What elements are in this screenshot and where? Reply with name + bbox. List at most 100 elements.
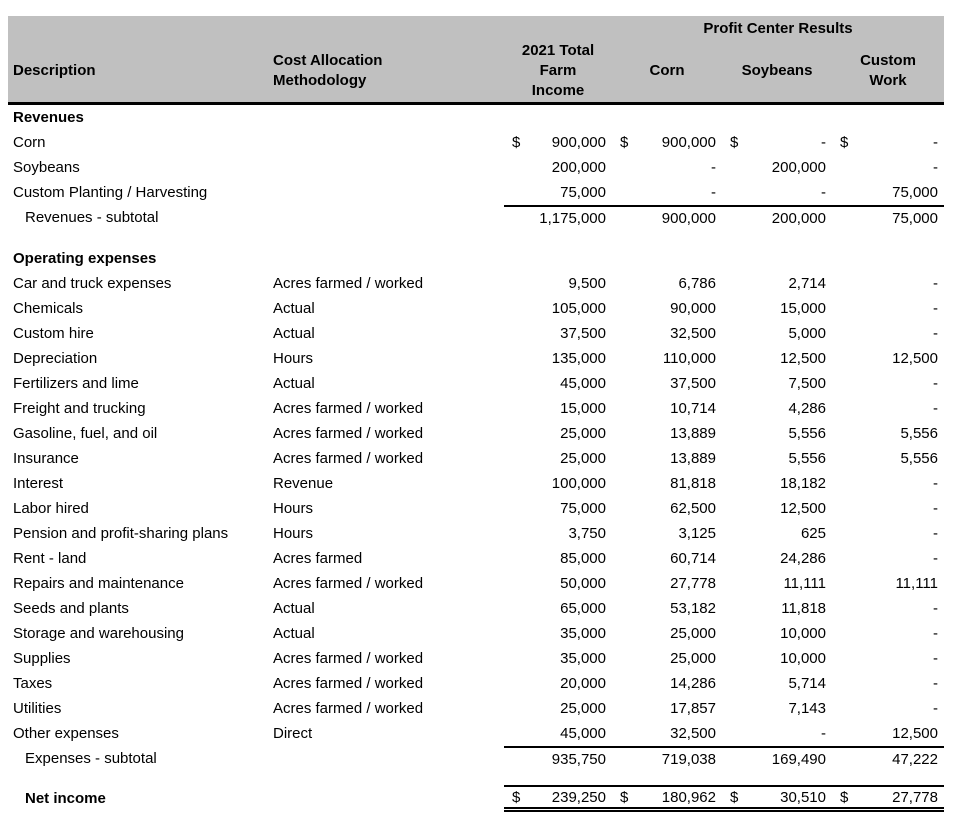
cell-corn: 110,000 [612,346,722,371]
cell-soybeans: 7,143 [722,696,832,721]
cell-value: 6,786 [678,275,716,292]
cell-value: 11,111 [895,575,938,592]
cell-custom-work: 75,000 [832,180,944,205]
row-description: Operating expenses [13,250,157,267]
cell-custom-work: 5,556 [832,446,944,471]
row-methodology: Acres farmed / worked [273,400,424,417]
cell-corn: 81,818 [612,471,722,496]
cell-corn: - [612,180,722,205]
column-header-cost-allocation-methodology: Cost Allocation Methodology [273,51,383,89]
cell-value: - [821,184,826,201]
cell-soybeans: 15,000 [722,296,832,321]
cell-value: 5,556 [788,450,826,467]
profit-center-report: Profit Center Results Description Cost A… [8,16,944,812]
table-row: Gasoline, fuel, and oil Acres farmed / wo… [8,421,944,446]
table-row: Chemicals Actual 105,000 90,000 15,000 - [8,296,944,321]
cell-value: 5,556 [900,450,938,467]
row-description: Insurance [13,450,79,467]
row-methodology: Actual [273,625,315,642]
cell-value: - [933,700,938,717]
cell-custom-work: - [832,671,944,696]
dollar-sign: $ [730,134,739,151]
cell-total-farm-income: 25,000 [504,421,612,446]
row-description: Depreciation [13,350,98,367]
cell-value: - [933,275,938,292]
cell-custom-work: 5,556 [832,421,944,446]
cell-value: 5,556 [788,425,826,442]
cell-value: - [933,525,938,542]
table-row: Seeds and plants Actual 65,000 53,182 11,818… [8,596,944,621]
cell-corn: 53,182 [612,596,722,621]
cell-value: 10,000 [780,650,826,667]
cell-value: 75,000 [560,184,606,201]
cell-value: 900,000 [551,134,606,151]
cell-soybeans: 625 [722,521,832,546]
row-description: Labor hired [13,500,89,517]
cell-corn: 25,000 [612,646,722,671]
cell-value: 65,000 [560,600,606,617]
cell-value: 7,143 [788,700,826,717]
cell-total-farm-income: 45,000 [504,371,612,396]
cell-value: - [933,625,938,642]
cell-corn: 13,889 [612,446,722,471]
cell-value: 200,000 [771,210,826,227]
cell-value: 18,182 [780,475,826,492]
row-methodology [273,785,504,812]
cell-value: 719,038 [661,751,716,768]
cell-soybeans: 200,000 [722,155,832,180]
cell-value: - [933,475,938,492]
cell-total-farm-income: 45,000 [504,721,612,746]
table-row: Custom hire Actual 37,500 32,500 5,000 - [8,321,944,346]
spacer-row [8,230,944,246]
cell-soybeans: 7,500 [722,371,832,396]
cell-total-farm-income: 65,000 [504,596,612,621]
cell-total-farm-income: 3,750 [504,521,612,546]
subtotal-row: Revenues - subtotal 1,175,000 900,000 200,0… [8,205,944,230]
row-description: Revenues - subtotal [25,209,159,226]
cell-custom-work: 12,500 [832,346,944,371]
cell-total-farm-income: 100,000 [504,471,612,496]
row-methodology: Actual [273,325,315,342]
row-description: Net income [25,790,106,807]
subtotal-row: Expenses - subtotal 935,750 719,038 169,490… [8,746,944,771]
cell-total-farm-income: 25,000 [504,446,612,471]
cell-value: 35,000 [560,625,606,642]
net-income-row: Net income $239,250 $180,962 $30,510 $27,778 [8,785,944,812]
table-row: Freight and trucking Acres farmed / worke… [8,396,944,421]
row-methodology [273,180,504,205]
column-header-custom-work: Custom Work [860,51,916,89]
cell-value: 900,000 [661,210,716,227]
cell-soybeans: 11,818 [722,596,832,621]
cell-custom-work: 11,111 [832,571,944,596]
cell-value: 37,500 [560,325,606,342]
table-row: Car and truck expenses Acres farmed / wor… [8,271,944,296]
cell-value: 200,000 [771,159,826,176]
dollar-sign: $ [840,134,849,151]
cell-corn: - [612,155,722,180]
cell-custom-work: - [832,396,944,421]
cell-value: 1,175,000 [539,210,606,227]
cell-corn: 62,500 [612,496,722,521]
row-description: Storage and warehousing [13,625,184,642]
table-row: Depreciation Hours 135,000 110,000 12,500 12,… [8,346,944,371]
row-description: Expenses - subtotal [25,750,157,767]
cell-value: 35,000 [560,650,606,667]
row-methodology: Acres farmed / worked [273,700,424,717]
table-row: Storage and warehousing Actual 35,000 25,00… [8,621,944,646]
cell-value: 90,000 [670,300,716,317]
cell-value: 12,500 [892,350,938,367]
cell-corn: 719,038 [612,746,722,771]
cell-value: 100,000 [551,475,606,492]
column-header-description: Description [13,61,96,79]
group-header-spacer [8,28,612,29]
cell-soybeans: 4,286 [722,396,832,421]
cell-soybeans: 5,714 [722,671,832,696]
cell-corn: 37,500 [612,371,722,396]
cell-soybeans: 5,000 [722,321,832,346]
table-row: Custom Planting / Harvesting 75,000 - - 75,0… [8,180,944,205]
cell-soybeans: 24,286 [722,546,832,571]
cell-soybeans: 18,182 [722,471,832,496]
cell-custom-work: - [832,321,944,346]
dollar-sign: $ [620,788,629,806]
cell-total-farm-income: 15,000 [504,396,612,421]
